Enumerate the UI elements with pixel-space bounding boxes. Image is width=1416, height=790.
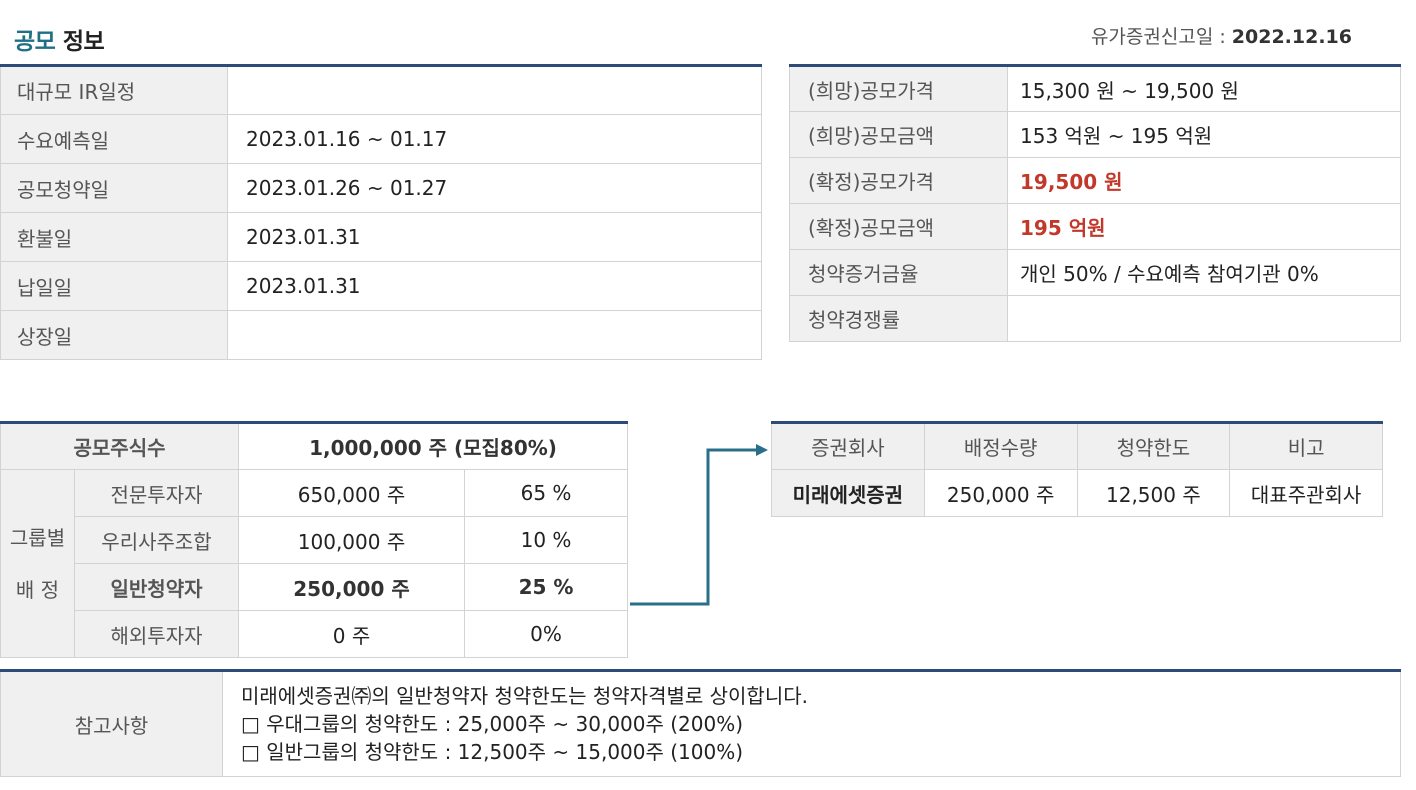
- broker-company-name: 미래에셋증권: [771, 469, 925, 517]
- allocation-row-shares: 650,000 주: [238, 469, 465, 517]
- table-row: 상장일: [0, 310, 762, 360]
- page-title: 공모 정보: [14, 22, 105, 56]
- table-row: 공모주식수 1,000,000 주 (모집80%): [0, 422, 629, 470]
- allocation-group-label: 그룹별 배 정: [0, 469, 75, 658]
- price-table: (희망)공모가격 15,300 원 ~ 19,500 원 (희망)공모금액 15…: [789, 64, 1401, 342]
- allocation-row-pct: 65 %: [463, 469, 629, 517]
- allocation-total-value: 1,000,000 주 (모집80%): [237, 422, 629, 470]
- allocation-row-shares: 0 주: [238, 610, 465, 658]
- price-value-final-amount: 195 억원: [1007, 203, 1401, 250]
- page-title-accent: 공모: [14, 29, 56, 55]
- price-value-deposit-rate: 개인 50% / 수요예측 참여기관 0%: [1007, 249, 1401, 296]
- schedule-label-ir: 대규모 IR일정: [0, 65, 228, 115]
- schedule-label-subscription: 공모청약일: [0, 163, 228, 213]
- price-value-hope-price: 15,300 원 ~ 19,500 원: [1007, 65, 1401, 112]
- table-row: 미래에셋증권 250,000 주 12,500 주 대표주관회사: [771, 469, 1383, 517]
- table-row: 납일일 2023.01.31: [0, 261, 762, 311]
- table-row: 해외투자자 0 주 0%: [1, 610, 629, 658]
- allocation-row-pct: 0%: [463, 610, 629, 658]
- note-line: □ 일반그룹의 청약한도 : 12,500주 ~ 15,000주 (100%): [241, 740, 744, 764]
- schedule-value-subscription: 2023.01.26 ~ 01.27: [227, 163, 762, 213]
- note-line: □ 우대그룹의 청약한도 : 25,000주 ~ 30,000주 (200%): [241, 712, 744, 736]
- table-row: 그룹별 배 정 전문투자자 650,000 주 65 %: [0, 469, 629, 658]
- allocation-row-pct: 10 %: [463, 516, 629, 564]
- schedule-value-refund: 2023.01.31: [227, 212, 762, 262]
- schedule-label-demand-forecast: 수요예측일: [0, 114, 228, 164]
- broker-header-company: 증권회사: [771, 422, 925, 470]
- price-value-hope-amount: 153 억원 ~ 195 억원: [1007, 111, 1401, 158]
- table-row: 공모청약일 2023.01.26 ~ 01.27: [0, 163, 762, 213]
- table-row: 청약경쟁률: [789, 295, 1401, 342]
- schedule-label-payment: 납일일: [0, 261, 228, 311]
- allocation-row-shares: 100,000 주: [238, 516, 465, 564]
- broker-limit: 12,500 주: [1076, 469, 1231, 517]
- table-row: 증권회사 배정수량 청약한도 비고: [771, 422, 1383, 470]
- allocation-table: 공모주식수 1,000,000 주 (모집80%) 그룹별 배 정 전문투자자 …: [0, 421, 629, 658]
- report-date-label: 유가증권신고일 :: [1090, 26, 1232, 48]
- schedule-value-payment: 2023.01.31: [227, 261, 762, 311]
- schedule-table: 대규모 IR일정 수요예측일 2023.01.16 ~ 01.17 공모청약일 …: [0, 64, 762, 360]
- allocation-total-label: 공모주식수: [0, 422, 239, 470]
- schedule-value-listing: [227, 310, 762, 360]
- table-row: 일반청약자 250,000 주 25 %: [1, 563, 629, 611]
- allocation-row-pct: 25 %: [463, 563, 629, 611]
- price-label-final-price: (확정)공모가격: [789, 157, 1008, 204]
- schedule-value-demand-forecast: 2023.01.16 ~ 01.17: [227, 114, 762, 164]
- broker-header-limit: 청약한도: [1076, 422, 1231, 470]
- report-date: 유가증권신고일 : 2022.12.16: [1091, 22, 1352, 49]
- broker-table: 증권회사 배정수량 청약한도 비고 미래에셋증권 250,000 주 12,50…: [771, 421, 1383, 517]
- allocation-row-label: 전문투자자: [74, 469, 239, 517]
- schedule-label-listing: 상장일: [0, 310, 228, 360]
- page-title-rest: 정보: [62, 29, 105, 55]
- price-value-competition-rate: [1007, 295, 1401, 342]
- schedule-value-ir: [227, 65, 762, 115]
- price-label-deposit-rate: 청약증거금율: [789, 249, 1008, 296]
- table-row: 참고사항 미래에셋증권㈜의 일반청약자 청약한도는 청약자격별로 상이합니다. …: [0, 670, 1401, 777]
- report-date-value: 2022.12.16: [1231, 26, 1352, 48]
- schedule-label-refund: 환불일: [0, 212, 228, 262]
- note-label: 참고사항: [0, 670, 223, 777]
- table-row: (확정)공모금액 195 억원: [789, 203, 1401, 250]
- price-value-final-price: 19,500 원: [1007, 157, 1401, 204]
- allocation-group-label-line1: 그룹별: [9, 525, 66, 550]
- table-row: 청약증거금율 개인 50% / 수요예측 참여기관 0%: [789, 249, 1401, 296]
- note-line: 미래에셋증권㈜의 일반청약자 청약한도는 청약자격별로 상이합니다.: [241, 684, 808, 708]
- allocation-row-label: 일반청약자: [74, 563, 239, 611]
- allocation-group-label-line2: 배 정: [15, 577, 60, 602]
- broker-header-quantity: 배정수량: [923, 422, 1078, 470]
- allocation-row-shares: 250,000 주: [238, 563, 465, 611]
- table-row: (확정)공모가격 19,500 원: [789, 157, 1401, 204]
- table-row: (희망)공모금액 153 억원 ~ 195 억원: [789, 111, 1401, 158]
- table-row: 수요예측일 2023.01.16 ~ 01.17: [0, 114, 762, 164]
- note-content: 미래에셋증권㈜의 일반청약자 청약한도는 청약자격별로 상이합니다. □ 우대그…: [222, 670, 1401, 777]
- price-label-final-amount: (확정)공모금액: [789, 203, 1008, 250]
- price-label-hope-price: (희망)공모가격: [789, 65, 1008, 112]
- table-row: (희망)공모가격 15,300 원 ~ 19,500 원: [789, 65, 1401, 112]
- price-label-hope-amount: (희망)공모금액: [789, 111, 1008, 158]
- price-label-competition-rate: 청약경쟁률: [789, 295, 1008, 342]
- note-table: 참고사항 미래에셋증권㈜의 일반청약자 청약한도는 청약자격별로 상이합니다. …: [0, 669, 1401, 777]
- table-row: 대규모 IR일정: [0, 65, 762, 115]
- table-row: 환불일 2023.01.31: [0, 212, 762, 262]
- table-row: 우리사주조합 100,000 주 10 %: [1, 516, 629, 564]
- allocation-row-label: 해외투자자: [74, 610, 239, 658]
- broker-quantity: 250,000 주: [923, 469, 1078, 517]
- right-arrow-connector-icon: [630, 444, 768, 606]
- broker-remark: 대표주관회사: [1229, 469, 1383, 517]
- allocation-row-label: 우리사주조합: [74, 516, 239, 564]
- broker-header-remark: 비고: [1229, 422, 1383, 470]
